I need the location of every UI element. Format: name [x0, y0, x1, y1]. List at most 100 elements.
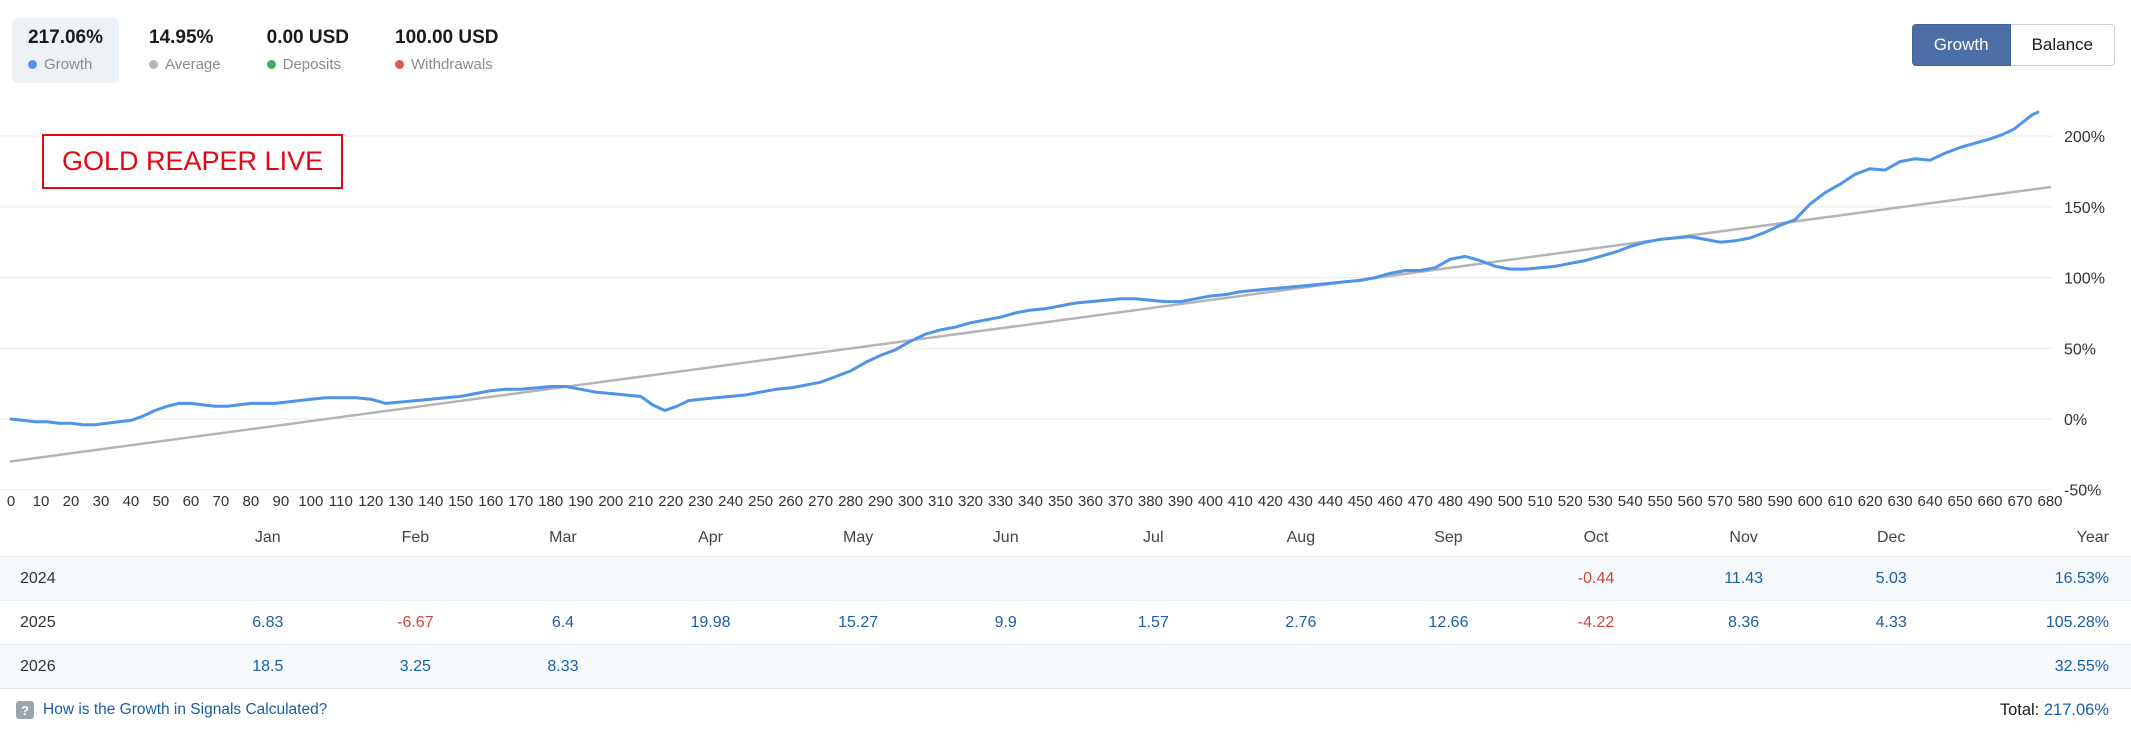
x-axis-label: 280 — [838, 493, 863, 510]
x-axis-label: 380 — [1138, 493, 1163, 510]
growth-tab-button[interactable]: Growth — [1911, 24, 2011, 66]
x-axis-label: 530 — [1588, 493, 1613, 510]
balance-tab-button[interactable]: Balance — [2010, 24, 2115, 66]
footer: ? How is the Growth in Signals Calculate… — [0, 688, 2131, 731]
x-axis-label: 210 — [628, 493, 653, 510]
month-header-mar: Mar — [549, 529, 577, 546]
month-value: 5.03 — [1875, 569, 1907, 587]
x-axis-label: 40 — [123, 493, 140, 510]
x-axis-label: 390 — [1168, 493, 1193, 510]
table-row-2024: 2024 -0.44 11.43 5.03 16.53% — [0, 556, 2131, 600]
month-header-jun: Jun — [992, 529, 1019, 546]
x-axis-label: 20 — [63, 493, 80, 510]
x-axis-label: 0 — [7, 493, 15, 510]
year-total: 16.53% — [2054, 569, 2109, 587]
month-value: 2.76 — [1285, 613, 1317, 631]
growth-legend-dot-icon — [28, 60, 37, 69]
stats-row: 217.06% Growth 14.95% Average 0.00 USD Deposi… — [12, 18, 515, 83]
stat-growth: 217.06% Growth — [12, 18, 120, 83]
month-header-nov: Nov — [1729, 529, 1758, 546]
x-axis-label: 330 — [988, 493, 1013, 510]
year-total: 32.55% — [2054, 657, 2109, 675]
table-row-2025: 2025 6.83 -6.67 6.4 19.98 15.27 9.9 1.57 2.76 12.… — [0, 600, 2131, 644]
stat-value: 14.95% — [149, 27, 214, 48]
x-axis-label: 520 — [1558, 493, 1583, 510]
month-value: 6.4 — [551, 613, 575, 631]
total-value: 217.06% — [2043, 700, 2109, 719]
month-header-jul: Jul — [1143, 529, 1164, 546]
trend-line — [9, 185, 2052, 463]
year-label: 2025 — [20, 613, 56, 631]
x-axis-label: 580 — [1738, 493, 1763, 510]
x-axis-label: 570 — [1708, 493, 1733, 510]
x-axis-label: 510 — [1528, 493, 1553, 510]
stat-label-row: Growth — [28, 56, 103, 73]
year-total: 105.28% — [2045, 613, 2109, 631]
x-axis-label: 420 — [1258, 493, 1283, 510]
x-axis-label: 90 — [273, 493, 290, 510]
month-value: 12.66 — [1428, 613, 1469, 631]
month-value: 8.33 — [547, 657, 579, 675]
stat-label-row: Deposits — [266, 56, 349, 73]
stat-label: Growth — [44, 56, 93, 73]
month-value: -6.67 — [397, 613, 434, 631]
x-axis-label: 360 — [1078, 493, 1103, 510]
month-header-dec: Dec — [1876, 529, 1906, 546]
month-value: 19.98 — [690, 613, 731, 631]
month-header-oct: Oct — [1583, 529, 1609, 546]
x-axis-label: 470 — [1408, 493, 1433, 510]
x-axis-label: 260 — [778, 493, 803, 510]
x-axis-label: 340 — [1018, 493, 1043, 510]
month-header-sep: Sep — [1434, 529, 1463, 546]
x-axis-label: 560 — [1678, 493, 1703, 510]
x-axis-label: 170 — [508, 493, 533, 510]
average-legend-dot-icon — [149, 60, 159, 69]
growth-line — [9, 110, 2040, 427]
help-row: ? How is the Growth in Signals Calculate… — [16, 701, 327, 719]
x-axis-label: 190 — [568, 493, 593, 510]
x-axis-label: 500 — [1498, 493, 1523, 510]
y-axis-label: 150% — [2064, 200, 2105, 217]
y-axis-label: 0% — [2064, 412, 2087, 429]
x-axis-label: 680 — [2037, 493, 2062, 510]
month-value: 6.83 — [252, 613, 284, 631]
x-axis-label: 610 — [1828, 493, 1853, 510]
x-axis-label: 660 — [1978, 493, 2003, 510]
x-axis-label: 640 — [1918, 493, 1943, 510]
x-axis-label: 620 — [1858, 493, 1883, 510]
x-axis-label: 140 — [418, 493, 443, 510]
month-value: 8.36 — [1728, 613, 1760, 631]
x-axis-label: 600 — [1798, 493, 1823, 510]
x-axis-label: 60 — [183, 493, 200, 510]
x-axis-label: 670 — [2007, 493, 2032, 510]
table-row-2026: 2026 18.5 3.25 8.33 32.55% — [0, 644, 2131, 688]
stat-value: 100.00 USD — [395, 27, 499, 48]
month-header-aug: Aug — [1286, 529, 1316, 546]
x-axis-label: 290 — [868, 493, 893, 510]
chart-mode-toggle: Growth Balance — [1911, 24, 2115, 66]
stat-label: Deposits — [282, 56, 341, 73]
x-axis-label: 590 — [1768, 493, 1793, 510]
month-value: 1.57 — [1137, 613, 1169, 631]
stat-label: Withdrawals — [411, 56, 493, 73]
month-value: -4.22 — [1577, 613, 1615, 631]
month-value: 18.5 — [252, 657, 284, 675]
help-icon: ? — [16, 701, 34, 719]
x-axis-label: 100 — [298, 493, 323, 510]
month-value: -0.44 — [1577, 569, 1615, 587]
stat-label-row: Withdrawals — [395, 56, 499, 73]
growth-help-link[interactable]: How is the Growth in Signals Calculated? — [43, 701, 328, 718]
x-axis-label: 230 — [688, 493, 713, 510]
x-axis-label: 350 — [1048, 493, 1073, 510]
x-axis-label: 540 — [1618, 493, 1643, 510]
x-axis-label: 30 — [93, 493, 110, 510]
month-header-year: Year — [2076, 529, 2109, 546]
x-axis-label: 70 — [213, 493, 230, 510]
x-axis-label: 80 — [243, 493, 260, 510]
x-axis-label: 440 — [1318, 493, 1343, 510]
x-axis-label: 150 — [448, 493, 473, 510]
x-axis-label: 550 — [1648, 493, 1673, 510]
x-axis-label: 10 — [33, 493, 50, 510]
y-axis-label: 100% — [2064, 271, 2105, 288]
growth-chart[interactable]: 200% 150% 100% 50% 0% -50% 0 10 20 30 40 50 60 70 80 90… — [0, 78, 2131, 518]
